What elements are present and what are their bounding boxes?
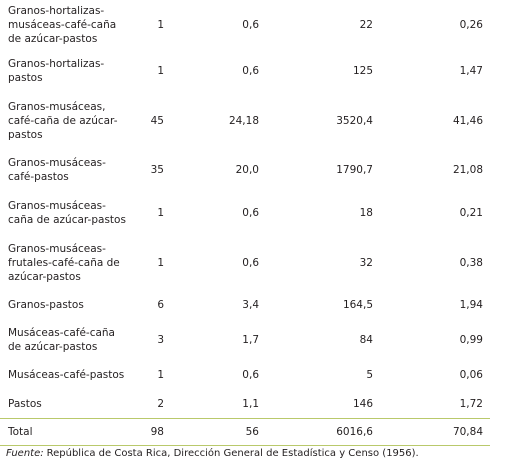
- table-row: Granos-pastos 6 3,4 164,5 1,94: [0, 290, 490, 320]
- source-note: Fuente: República de Costa Rica, Direcció…: [6, 448, 419, 459]
- source-label: Fuente:: [6, 448, 44, 459]
- area-percent: 41,46: [452, 115, 483, 127]
- area: 6016,6: [336, 426, 373, 438]
- source-text: República de Costa Rica, Dirección Gener…: [46, 448, 419, 459]
- system-label: Pastos: [8, 398, 42, 410]
- area-percent: 0,26: [459, 19, 483, 31]
- count-percent: 3,4: [242, 299, 259, 311]
- system-label: Total: [8, 426, 33, 438]
- table-row: Total 98 56 6016,6 70,84: [0, 419, 490, 445]
- area: 18: [359, 206, 373, 219]
- area: 1790,7: [336, 164, 373, 176]
- system-label: Granos-musáceas-café-pastos: [8, 157, 106, 183]
- count-percent: 0,6: [242, 369, 259, 381]
- count: 1: [157, 369, 164, 381]
- count: 1: [157, 206, 164, 219]
- count-percent: 24,18: [228, 115, 259, 127]
- table-row: Granos-musáceas-caña de azúcar-pastos 1 0,…: [0, 190, 490, 235]
- area: 3520,4: [336, 115, 373, 127]
- area: 164,5: [342, 299, 373, 311]
- table-row: Granos-hortalizas-pastos 1 0,6 125 1,47: [0, 50, 490, 92]
- system-label: Granos-hortalizas-pastos: [8, 58, 105, 84]
- system-label: Granos-musáceas-frutales-café-caña de az…: [8, 242, 120, 283]
- table-row: Granos-musáceas, café-caña de azúcar-pas…: [0, 92, 490, 150]
- count: 1: [157, 65, 164, 77]
- count: 3: [157, 334, 164, 346]
- table-row: Granos-musáceas-frutales-café-caña de az…: [0, 235, 490, 290]
- rule: [0, 445, 490, 446]
- area-percent: 1,72: [459, 398, 483, 410]
- rule: [0, 418, 490, 419]
- area: 125: [352, 65, 373, 77]
- area: 84: [359, 334, 373, 346]
- area-percent: 21,08: [452, 164, 483, 176]
- table-row: Musáceas-café-caña de azúcar-pastos 3 1,7 8…: [0, 320, 490, 360]
- area: 5: [366, 369, 373, 381]
- table-row: Musáceas-café-pastos 1 0,6 5 0,06: [0, 360, 490, 390]
- count: 45: [150, 115, 164, 127]
- system-label: Granos-hortalizas-musáceas-café-caña de …: [8, 5, 117, 45]
- area: 32: [359, 256, 373, 269]
- count: 6: [157, 299, 164, 311]
- area-percent: 1,94: [459, 299, 483, 311]
- system-label: Granos-pastos: [8, 299, 84, 311]
- count-percent: 20,0: [235, 164, 259, 176]
- count: 98: [150, 426, 164, 438]
- count: 1: [157, 19, 164, 31]
- count-percent: 0,6: [242, 19, 259, 31]
- count: 2: [157, 398, 164, 410]
- area: 22: [359, 19, 373, 31]
- count-percent: 0,6: [242, 256, 259, 269]
- area: 146: [352, 398, 373, 410]
- system-label: Granos-musáceas, café-caña de azúcar-pas…: [8, 101, 118, 141]
- count-percent: 0,6: [242, 65, 259, 77]
- area-percent: 0,06: [459, 369, 483, 381]
- system-label: Musáceas-café-caña de azúcar-pastos: [8, 327, 115, 353]
- table-row: Granos-musáceas-café-pastos 35 20,0 1790,7 2…: [0, 150, 490, 190]
- system-label: Musáceas-café-pastos: [8, 369, 125, 381]
- area-percent: 70,84: [452, 426, 483, 438]
- area-percent: 0,21: [459, 206, 483, 219]
- table-row: Granos-hortalizas-musáceas-café-caña de …: [0, 0, 490, 50]
- count-percent: 56: [245, 426, 259, 438]
- count: 1: [157, 256, 164, 269]
- area-percent: 0,38: [459, 256, 483, 269]
- count-percent: 1,7: [242, 334, 259, 346]
- area-percent: 1,47: [459, 65, 483, 77]
- table-row: Pastos 2 1,1 146 1,72: [0, 390, 490, 418]
- count-percent: 1,1: [242, 398, 259, 410]
- area-percent: 0,99: [459, 334, 483, 346]
- count: 35: [150, 164, 164, 176]
- system-label: Granos-musáceas-caña de azúcar-pastos: [8, 199, 126, 226]
- count-percent: 0,6: [242, 206, 259, 219]
